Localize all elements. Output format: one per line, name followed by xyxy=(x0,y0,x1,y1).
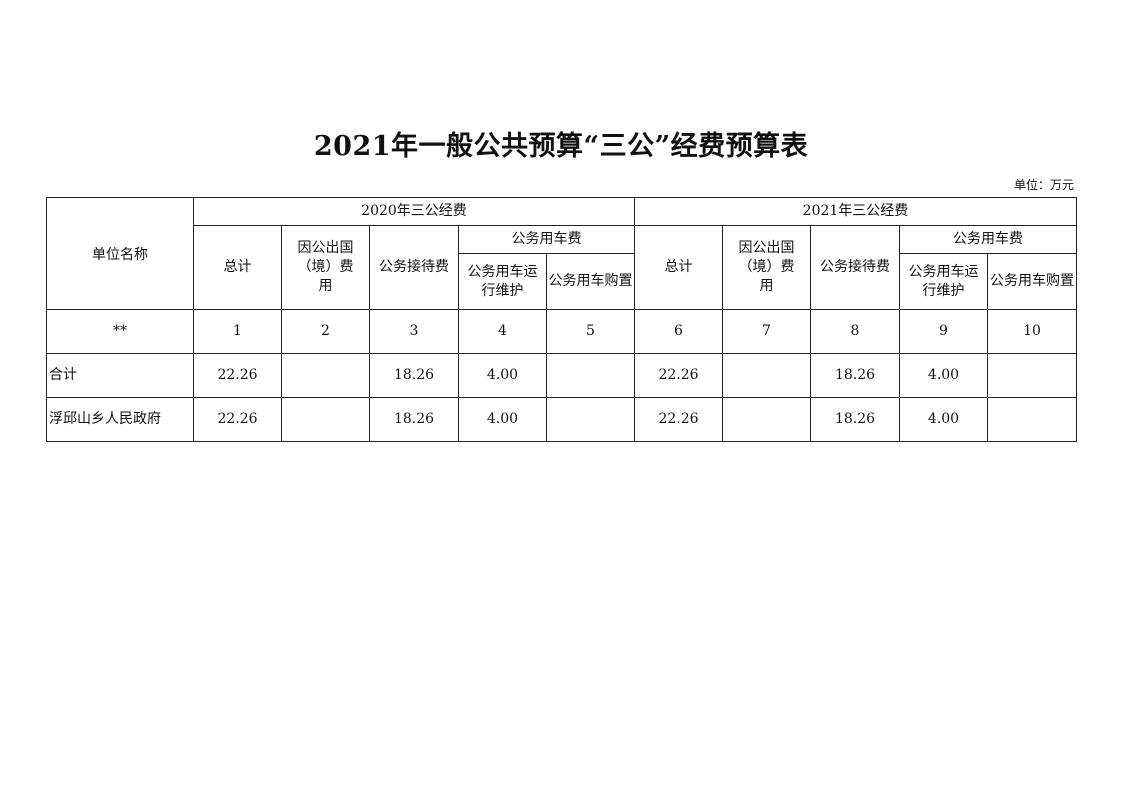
unit-name-header: 单位名称 xyxy=(46,197,194,310)
cell: 18.26 xyxy=(369,397,459,442)
header-abroad: 因公出国（境）费用 xyxy=(281,225,370,310)
cell: 18.26 xyxy=(810,397,900,442)
index-cell: 2 xyxy=(281,309,370,354)
cell: 18.26 xyxy=(369,353,459,398)
cell xyxy=(722,353,811,398)
cell xyxy=(722,397,811,442)
cell: 22.26 xyxy=(634,397,723,442)
group-header-2021: 2021年三公经费 xyxy=(634,197,1077,226)
cell: 4.00 xyxy=(458,353,547,398)
table-row: 浮邱山乡人民政府 22.26 18.26 4.00 22.26 18.26 4.… xyxy=(46,397,1077,442)
header-vehicle-purchase: 公务用车购置 xyxy=(987,253,1077,310)
cell: 22.26 xyxy=(193,353,282,398)
cell xyxy=(281,397,370,442)
header-total: 总计 xyxy=(193,225,282,310)
cell: 22.26 xyxy=(193,397,282,442)
cell: 18.26 xyxy=(810,353,900,398)
index-cell: 10 xyxy=(987,309,1077,354)
header-vehicle: 公务用车费 xyxy=(458,225,635,254)
index-cell: 4 xyxy=(458,309,547,354)
index-row: ** 1 2 3 4 5 6 7 8 9 10 xyxy=(46,309,1077,354)
index-cell: 8 xyxy=(810,309,900,354)
row-label: 浮邱山乡人民政府 xyxy=(46,397,194,442)
cell: 4.00 xyxy=(899,353,988,398)
index-cell: 7 xyxy=(722,309,811,354)
header-reception: 公务接待费 xyxy=(369,225,459,310)
cell xyxy=(987,397,1077,442)
cell xyxy=(987,353,1077,398)
cell xyxy=(546,397,635,442)
index-cell: ** xyxy=(46,309,194,354)
index-cell: 9 xyxy=(899,309,988,354)
header-vehicle-maint: 公务用车运行维护 xyxy=(899,253,988,310)
cell: 4.00 xyxy=(458,397,547,442)
header-vehicle: 公务用车费 xyxy=(899,225,1077,254)
row-label: 合计 xyxy=(46,353,194,398)
table-row: 合计 22.26 18.26 4.00 22.26 18.26 4.00 xyxy=(46,353,1077,398)
budget-table: 单位名称 2020年三公经费 2021年三公经费 总计 因公出国（境）费用 公务… xyxy=(46,197,1077,442)
header-vehicle-purchase: 公务用车购置 xyxy=(546,253,635,310)
page-title: 2021年一般公共预算“三公”经费预算表 xyxy=(313,131,809,162)
index-cell: 6 xyxy=(634,309,723,354)
unit-label: 单位：万元 xyxy=(1013,178,1074,192)
index-cell: 5 xyxy=(546,309,635,354)
cell: 22.26 xyxy=(634,353,723,398)
index-cell: 1 xyxy=(193,309,282,354)
header-total: 总计 xyxy=(634,225,723,310)
cell xyxy=(281,353,370,398)
cell xyxy=(546,353,635,398)
cell: 4.00 xyxy=(899,397,988,442)
header-vehicle-maint: 公务用车运行维护 xyxy=(458,253,547,310)
header-abroad: 因公出国（境）费用 xyxy=(722,225,811,310)
group-header-2020: 2020年三公经费 xyxy=(193,197,635,226)
index-cell: 3 xyxy=(369,309,459,354)
header-reception: 公务接待费 xyxy=(810,225,900,310)
